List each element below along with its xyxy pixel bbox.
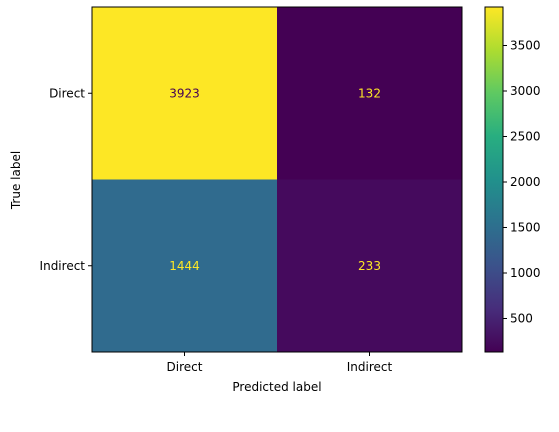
matrix-cell [92, 7, 277, 180]
matrix-cell-labels: 3923 132 1444 233 [169, 86, 381, 273]
matrix-cell [92, 179, 277, 352]
colorbar-ticks: 500 1000 1500 2000 2500 3000 3500 [503, 38, 541, 326]
x-axis-ticks: Direct Indirect [167, 352, 393, 374]
plot-frame [91, 6, 463, 353]
cell-value-label: 233 [358, 259, 381, 273]
colorbar-tick-label: 2000 [510, 175, 541, 189]
colorbar [484, 6, 504, 353]
matrix-cell [277, 179, 462, 352]
x-tick-label: Indirect [347, 360, 393, 374]
cell-value-label: 3923 [169, 86, 200, 100]
y-tick-label: Indirect [40, 259, 86, 273]
colorbar-tick-label: 1000 [510, 266, 541, 280]
colorbar-tick-label: 2500 [510, 130, 541, 144]
colorbar-tick-label: 500 [510, 312, 533, 326]
y-axis-ticks: Direct Indirect [40, 86, 92, 273]
matrix-cell [277, 7, 462, 180]
colorbar-tick-label: 3500 [510, 38, 541, 52]
colorbar-tick-label: 3000 [510, 84, 541, 98]
x-axis-title: Predicted label [232, 380, 321, 394]
cell-value-label: 1444 [169, 259, 200, 273]
colorbar-tick-label: 1500 [510, 221, 541, 235]
matrix-cells [92, 7, 462, 352]
x-tick-label: Direct [167, 360, 203, 374]
cell-value-label: 132 [358, 86, 381, 100]
y-tick-label: Direct [49, 86, 85, 100]
y-axis-title: True label [9, 151, 23, 210]
